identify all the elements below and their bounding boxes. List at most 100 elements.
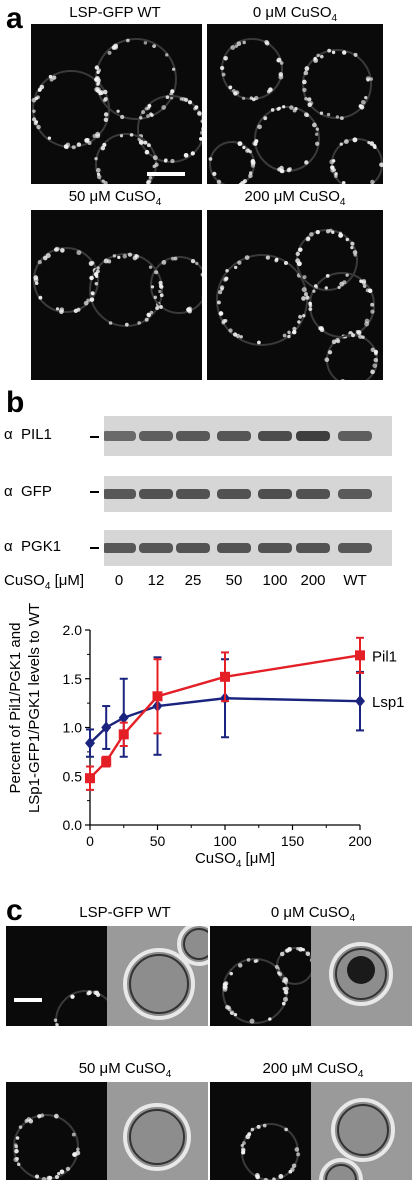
panel-a-caption-1: LSP-GFP WT [69,4,161,21]
eisosome-dot [159,293,164,298]
eisosome-dot [195,261,199,266]
eisosome-dot [325,229,331,234]
eisosome-dot [54,1174,60,1180]
data-point [118,729,129,740]
panel-c-caption-1: LSP-GFP WT [79,904,171,921]
eisosome-dot [193,106,197,111]
x-tick-label: 50 [150,833,166,849]
eisosome-dot [102,142,107,147]
x-tick-label: 0 [86,833,94,849]
eisosome-dot [146,312,152,318]
eisosome-dot [187,309,193,314]
eisosome-dot [304,96,308,101]
eisosome-dot [325,273,330,278]
brightfield-cell [331,1098,395,1162]
eisosome-dot [148,176,153,180]
micrograph-c-wt-brightfield [107,926,208,1026]
eisosome-dot [222,984,228,990]
eisosome-dot [343,139,349,144]
eisosome-dot [292,326,297,331]
eisosome-dot [284,1127,288,1132]
cell-outline [150,256,202,314]
eisosome-dot [292,329,297,335]
eisosome-dot [102,98,107,103]
eisosome-dot [289,105,294,110]
lane-label: WT [343,572,367,589]
eisosome-dot [212,171,217,177]
eisosome-dot [279,951,285,957]
eisosome-dot [236,41,242,47]
eisosome-dot [222,319,226,323]
panel-a-caption-3: 50 μM CuSO4 [68,188,162,208]
eisosome-dot [340,379,345,380]
eisosome-dot [364,321,370,327]
eisosome-dot [33,121,38,126]
eisosome-dot [373,145,377,150]
eisosome-dot [341,180,346,184]
eisosome-dot [334,172,338,176]
eisosome-dot [94,156,98,161]
lane-header: CuSO4 [μM] [4,572,85,592]
eisosome-dot [234,44,239,48]
eisosome-dot [76,250,82,256]
eisosome-dot [279,61,284,65]
micrograph-c-wt-fluor [6,926,107,1026]
eisosome-dot [338,231,342,235]
y-tick-label: 2.0 [63,622,83,638]
eisosome-dot [119,134,124,138]
eisosome-dot [301,287,307,293]
eisosome-dot [296,261,302,267]
eisosome-dot [312,122,317,128]
eisosome-dot [263,1177,269,1180]
eisosome-dot [276,58,281,63]
eisosome-dot [108,321,113,325]
scale-bar-c [14,998,42,1002]
y-tick-label: 0.0 [63,817,83,833]
x-tick-label: 200 [348,833,372,849]
eisosome-dot [352,137,358,143]
eisosome-dot [235,333,241,339]
eisosome-dot [59,1169,65,1175]
eisosome-dot [367,288,373,294]
eisosome-dot [143,41,148,45]
eisosome-dot [170,89,175,94]
blot-band [139,489,173,499]
eisosome-dot [345,237,349,242]
eisosome-dot [360,99,366,105]
eisosome-dot [122,254,128,259]
eisosome-dot [141,110,146,115]
eisosome-dot [225,269,229,273]
eisosome-dot [15,1136,20,1140]
eisosome-dot [158,280,163,285]
eisosome-dot [48,1175,53,1180]
eisosome-dot [278,1173,284,1179]
blot-band [258,543,292,553]
eisosome-dot [117,255,121,260]
eisosome-dot [298,946,304,952]
eisosome-dot [312,289,316,293]
data-point [355,695,365,708]
eisosome-dot [144,317,149,322]
vacuole [347,956,375,984]
data-point [85,737,95,750]
eisosome-dot [350,241,355,246]
eisosome-dot [241,1148,246,1153]
eisosome-dot [170,158,175,164]
eisosome-dot [224,276,229,281]
western-blot-pgk1 [104,530,392,566]
eisosome-dot [315,230,320,235]
eisosome-dot [223,55,228,61]
eisosome-dot [307,97,312,102]
eisosome-dot [41,1176,47,1180]
eisosome-dot [361,279,367,284]
data-point [152,691,163,702]
line-chart: 0.0 0.5 1.0 1.5 2.0 0 50 100 150 200 Lsp1 Pil1 [63,622,405,849]
eisosome-dot [33,277,39,283]
eisosome-dot [54,247,59,252]
brightfield-cell-rim [335,948,387,1000]
blot-band [296,489,330,499]
eisosome-dot [181,97,186,102]
eisosome-dot [308,301,313,306]
eisosome-dot [96,87,101,93]
eisosome-dot [86,137,90,142]
